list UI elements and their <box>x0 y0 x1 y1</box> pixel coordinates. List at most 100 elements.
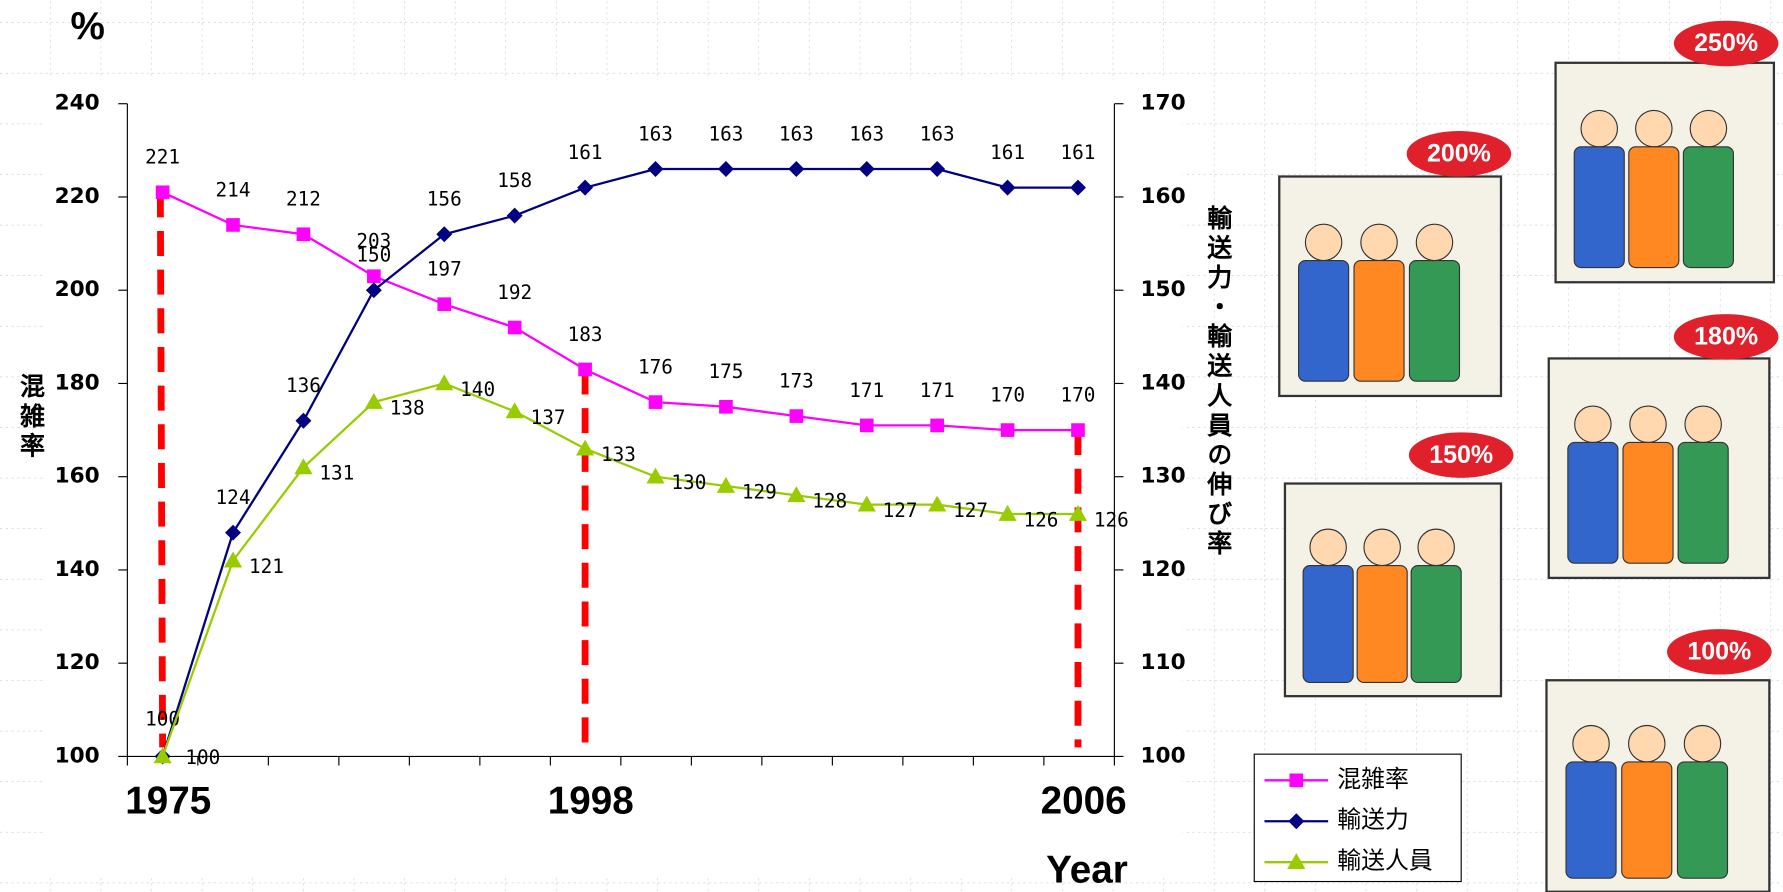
data-point <box>716 476 736 493</box>
data-point <box>858 161 875 177</box>
data-label: 192 <box>497 281 532 304</box>
data-point <box>789 409 804 423</box>
badge-label: 150% <box>1429 441 1493 469</box>
data-point <box>226 218 240 232</box>
data-point <box>507 320 522 335</box>
person-head <box>1635 109 1673 148</box>
y2-tick-label: 160 <box>1141 184 1186 209</box>
y2-tick-label: 130 <box>1141 464 1186 489</box>
data-point <box>717 161 734 177</box>
x-tick-label: 1998 <box>548 779 634 822</box>
data-label: 121 <box>249 555 284 578</box>
data-label: 161 <box>1061 141 1096 164</box>
data-point <box>719 399 733 414</box>
person-body <box>1356 564 1408 684</box>
person-head <box>1415 223 1454 262</box>
person-head <box>1363 528 1401 567</box>
data-point <box>296 227 311 242</box>
data-label: 163 <box>920 122 955 145</box>
data-point <box>436 226 453 243</box>
data-point <box>647 161 664 177</box>
y-tick-label: 200 <box>55 277 100 302</box>
data-label: 161 <box>568 141 603 164</box>
legend-label: 輸送人員 <box>1337 847 1432 875</box>
y-tick-label: 220 <box>55 184 100 209</box>
person-head <box>1683 724 1722 763</box>
data-label: 197 <box>427 258 462 281</box>
data-point <box>929 161 946 177</box>
person-head <box>1580 109 1619 148</box>
data-label: 161 <box>990 141 1025 164</box>
badge-label: 180% <box>1694 323 1758 351</box>
y-tick-label: 180 <box>55 370 100 395</box>
data-point <box>437 297 452 312</box>
badge-label: 100% <box>1687 638 1751 666</box>
series-line <box>162 191 1078 432</box>
y-tick-label: 240 <box>55 91 100 116</box>
data-point <box>365 282 382 299</box>
data-label: 138 <box>390 396 425 419</box>
person-body <box>1353 259 1405 382</box>
data-point <box>787 486 806 503</box>
y2-tick-label: 100 <box>1141 743 1186 768</box>
data-label: 203 <box>356 230 391 253</box>
data-point <box>505 402 524 419</box>
person-head <box>1309 528 1347 567</box>
data-label: 175 <box>708 360 743 383</box>
data-label: 126 <box>1023 508 1058 531</box>
person-head <box>1304 223 1343 262</box>
y-tick-label: 100 <box>55 743 100 768</box>
badge <box>1667 629 1772 675</box>
data-label: 128 <box>812 490 847 513</box>
legend-label: 混雑率 <box>1337 765 1409 793</box>
badge-label: 250% <box>1694 29 1758 57</box>
person-body <box>1567 441 1619 564</box>
legend-marker <box>1287 853 1306 870</box>
data-label: 163 <box>638 122 673 145</box>
person-head <box>1689 109 1728 148</box>
y2-tick-label: 150 <box>1141 277 1186 302</box>
data-point <box>435 374 454 391</box>
data-point <box>578 362 592 377</box>
data-label: 140 <box>460 378 495 401</box>
person-body <box>1298 259 1350 382</box>
data-label: 163 <box>708 122 743 145</box>
legend-marker <box>1289 773 1304 788</box>
data-point <box>225 524 241 541</box>
person-body <box>1410 564 1462 684</box>
data-point <box>367 269 381 284</box>
badge <box>1673 314 1779 360</box>
data-label: 170 <box>1061 383 1096 406</box>
data-label: 183 <box>568 323 603 346</box>
y-tick-label: 120 <box>55 650 100 675</box>
data-point <box>153 747 172 764</box>
data-label: 137 <box>531 406 566 429</box>
data-point <box>294 458 313 475</box>
person-body <box>1565 761 1617 879</box>
data-point <box>1071 423 1085 437</box>
data-point <box>646 467 665 484</box>
y2-tick-label: 170 <box>1141 91 1186 116</box>
y2-axis-label: 輸送力・輸送人員の伸び率 <box>1204 204 1234 560</box>
data-point <box>998 504 1017 521</box>
data-label: 176 <box>638 355 673 378</box>
person-body <box>1622 441 1674 564</box>
data-point <box>928 495 947 512</box>
data-label: 158 <box>497 169 532 192</box>
data-point <box>506 207 523 224</box>
person-head <box>1684 405 1722 444</box>
y-tick-label: 160 <box>55 464 100 489</box>
data-point <box>364 393 383 409</box>
badge <box>1673 20 1779 67</box>
person-head <box>1360 223 1398 262</box>
person-head <box>1572 724 1610 763</box>
data-label: 214 <box>216 178 251 201</box>
person-body <box>1628 146 1680 269</box>
data-label: 163 <box>779 122 814 145</box>
person-body <box>1621 761 1673 879</box>
y-unit: % <box>71 5 105 48</box>
data-label: 133 <box>601 443 636 466</box>
data-label: 100 <box>145 708 180 731</box>
